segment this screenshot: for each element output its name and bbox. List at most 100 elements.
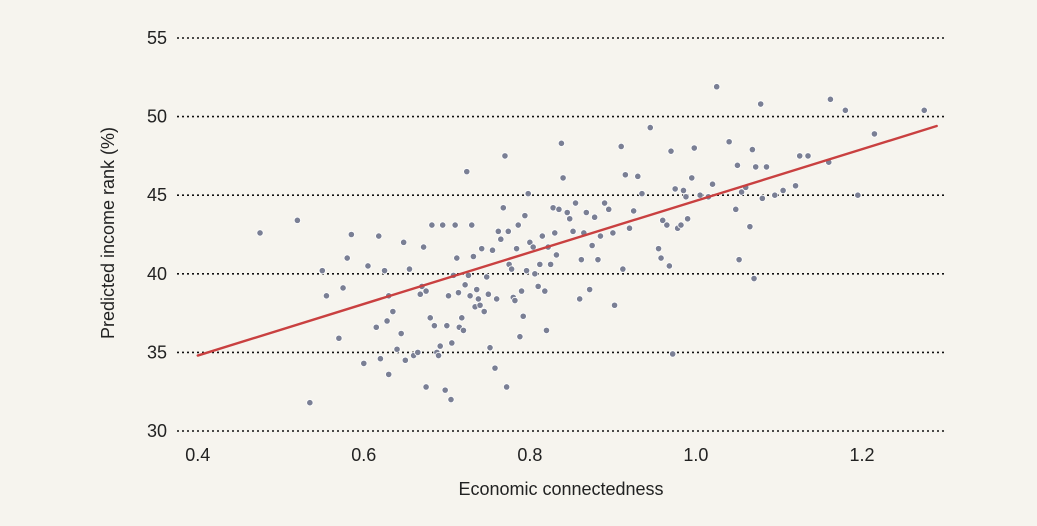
data-point (360, 359, 368, 368)
data-point (491, 364, 499, 372)
data-point (555, 205, 563, 213)
data-point (542, 326, 551, 334)
data-point (690, 144, 698, 152)
data-point (422, 383, 430, 391)
data-point (400, 238, 408, 246)
data-point (503, 383, 511, 391)
fit-line-group (196, 124, 938, 357)
data-point (669, 350, 677, 358)
x-tick-label-0.8: 0.8 (517, 445, 542, 465)
data-point (512, 245, 521, 253)
data-point (461, 281, 469, 289)
data-point (688, 174, 696, 182)
data-point (588, 241, 596, 250)
data-point (621, 171, 629, 179)
y-tick-labels: 30 35 40 45 50 55 (147, 28, 167, 441)
y-tick-label-35: 35 (147, 342, 167, 362)
data-point (439, 221, 447, 229)
data-point (779, 186, 787, 195)
data-point (451, 221, 459, 229)
y-tick-label-55: 55 (147, 28, 167, 48)
data-point (389, 307, 397, 316)
data-point (474, 295, 482, 303)
data-point (436, 342, 444, 350)
data-point (463, 168, 471, 176)
data-point (444, 292, 453, 300)
data-point (609, 229, 617, 237)
data-point (610, 301, 619, 309)
data-point (684, 215, 692, 223)
data-point (571, 199, 580, 207)
data-point (725, 138, 733, 146)
data-point (507, 265, 516, 273)
y-tick-label-30: 30 (147, 421, 167, 441)
grid-lines (177, 37, 945, 432)
data-point (534, 282, 542, 290)
data-point (405, 265, 414, 273)
data-point (430, 322, 438, 330)
data-point (630, 207, 638, 215)
data-point (454, 289, 463, 297)
data-point (547, 260, 555, 268)
data-point (563, 208, 571, 217)
data-point (762, 163, 771, 171)
data-point (591, 213, 599, 221)
data-point (566, 215, 574, 223)
data-point (750, 274, 758, 283)
data-point (375, 232, 383, 240)
data-point (293, 216, 301, 224)
data-point (516, 333, 524, 341)
data-point (256, 229, 264, 237)
data-point (443, 322, 451, 330)
data-point (737, 188, 746, 196)
data-point (841, 106, 849, 114)
data-point (519, 312, 527, 320)
scatter-points (256, 83, 928, 407)
data-point (343, 254, 351, 262)
data-point (552, 251, 561, 259)
data-point (397, 329, 405, 338)
data-point (414, 348, 422, 356)
data-point (531, 270, 539, 278)
data-point (335, 334, 343, 342)
data-point (478, 245, 486, 253)
data-point (306, 399, 314, 407)
data-point (617, 142, 625, 151)
data-point (682, 193, 690, 201)
data-point (679, 186, 688, 195)
data-point (713, 83, 721, 91)
data-point (499, 204, 507, 212)
data-point (486, 344, 494, 352)
data-point (480, 307, 488, 316)
data-point (551, 229, 559, 237)
data-point (549, 204, 557, 212)
data-point (600, 199, 609, 207)
data-point (347, 230, 355, 239)
data-point (383, 317, 391, 325)
data-point (468, 221, 476, 229)
data-point (447, 395, 455, 404)
data-point (854, 191, 862, 199)
y-tick-label-45: 45 (147, 185, 167, 205)
y-tick-label-40: 40 (147, 264, 167, 284)
data-point (576, 295, 584, 303)
data-point (364, 262, 372, 270)
data-point (659, 216, 667, 224)
data-point (318, 267, 326, 275)
data-point (870, 130, 879, 138)
x-tick-label-1.0: 1.0 (683, 445, 708, 465)
data-point (746, 223, 754, 231)
x-tick-label-1.2: 1.2 (849, 445, 874, 465)
data-point (625, 224, 634, 232)
data-point (569, 227, 577, 235)
data-point (380, 267, 389, 275)
data-point (708, 180, 717, 188)
data-point (524, 190, 532, 198)
data-point (594, 256, 602, 264)
data-point (536, 260, 544, 268)
data-point (422, 287, 430, 295)
data-point (654, 245, 663, 253)
y-tick-label-50: 50 (147, 107, 167, 127)
data-point (735, 256, 743, 264)
